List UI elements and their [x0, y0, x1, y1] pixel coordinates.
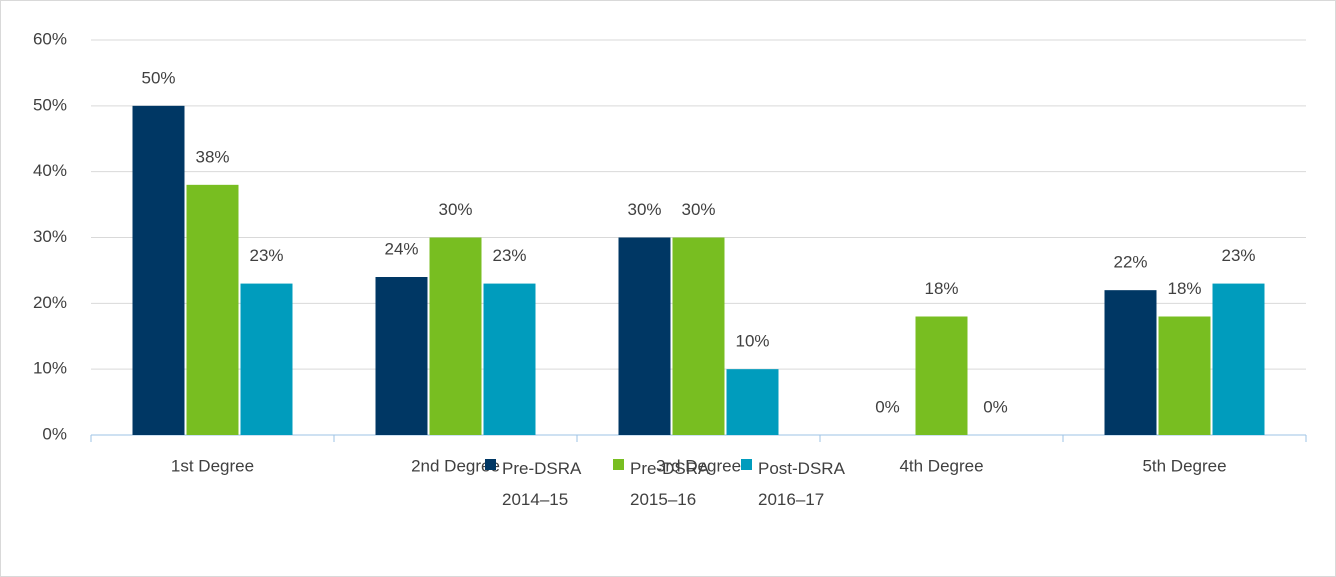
- legend-item: Pre-DSRA 2014–15: [485, 453, 595, 515]
- legend: Pre-DSRA 2014–15 Pre-DSRA 2015–16 Post-DSR…: [1, 453, 1335, 515]
- legend-swatch: [613, 459, 624, 470]
- bar: [186, 184, 239, 435]
- legend-label: Pre-DSRA 2014–15: [502, 459, 581, 509]
- bar: [483, 283, 536, 435]
- bar: [240, 283, 293, 435]
- data-label: 38%: [195, 147, 229, 166]
- data-label: 10%: [735, 332, 769, 351]
- data-label: 30%: [681, 200, 715, 219]
- y-tick-label: 20%: [33, 293, 67, 312]
- data-label: 0%: [983, 397, 1008, 416]
- legend-item: Post-DSRA 2016–17: [741, 453, 851, 515]
- data-label: 22%: [1113, 253, 1147, 272]
- legend-item: Pre-DSRA 2015–16: [613, 453, 723, 515]
- y-tick-label: 0%: [42, 424, 67, 443]
- x-tick-label: 2nd Degree: [411, 456, 500, 475]
- legend-swatch: [741, 459, 752, 470]
- data-label: 18%: [1167, 279, 1201, 298]
- y-tick-label: 40%: [33, 161, 67, 180]
- bar: [1158, 316, 1211, 435]
- bar: [1104, 290, 1157, 435]
- y-tick-label: 30%: [33, 227, 67, 246]
- data-label: 0%: [875, 397, 900, 416]
- bar: [1212, 283, 1265, 435]
- bar: [429, 237, 482, 435]
- bar: [618, 237, 671, 435]
- data-label: 50%: [141, 68, 175, 87]
- x-tick-label: 5th Degree: [1142, 456, 1226, 475]
- data-label: 23%: [492, 246, 526, 265]
- bar: [726, 369, 779, 435]
- data-label: 23%: [1221, 246, 1255, 265]
- y-tick-label: 60%: [33, 29, 67, 48]
- legend-label: Post-DSRA 2016–17: [758, 459, 844, 509]
- bar: [375, 277, 428, 435]
- data-label: 23%: [249, 246, 283, 265]
- legend-swatch: [485, 459, 496, 470]
- data-label: 30%: [627, 200, 661, 219]
- y-tick-label: 50%: [33, 95, 67, 114]
- data-label: 18%: [924, 279, 958, 298]
- y-tick-label: 10%: [33, 359, 67, 378]
- x-tick-label: 3rd Degree: [656, 456, 741, 475]
- bar: [132, 105, 185, 435]
- bar: [915, 316, 968, 435]
- legend-label: Pre-DSRA 2015–16: [630, 459, 709, 509]
- data-label: 30%: [438, 200, 472, 219]
- data-label: 24%: [384, 239, 418, 258]
- x-tick-label: 4th Degree: [899, 456, 983, 475]
- x-tick-label: 1st Degree: [171, 456, 254, 475]
- bar: [672, 237, 725, 435]
